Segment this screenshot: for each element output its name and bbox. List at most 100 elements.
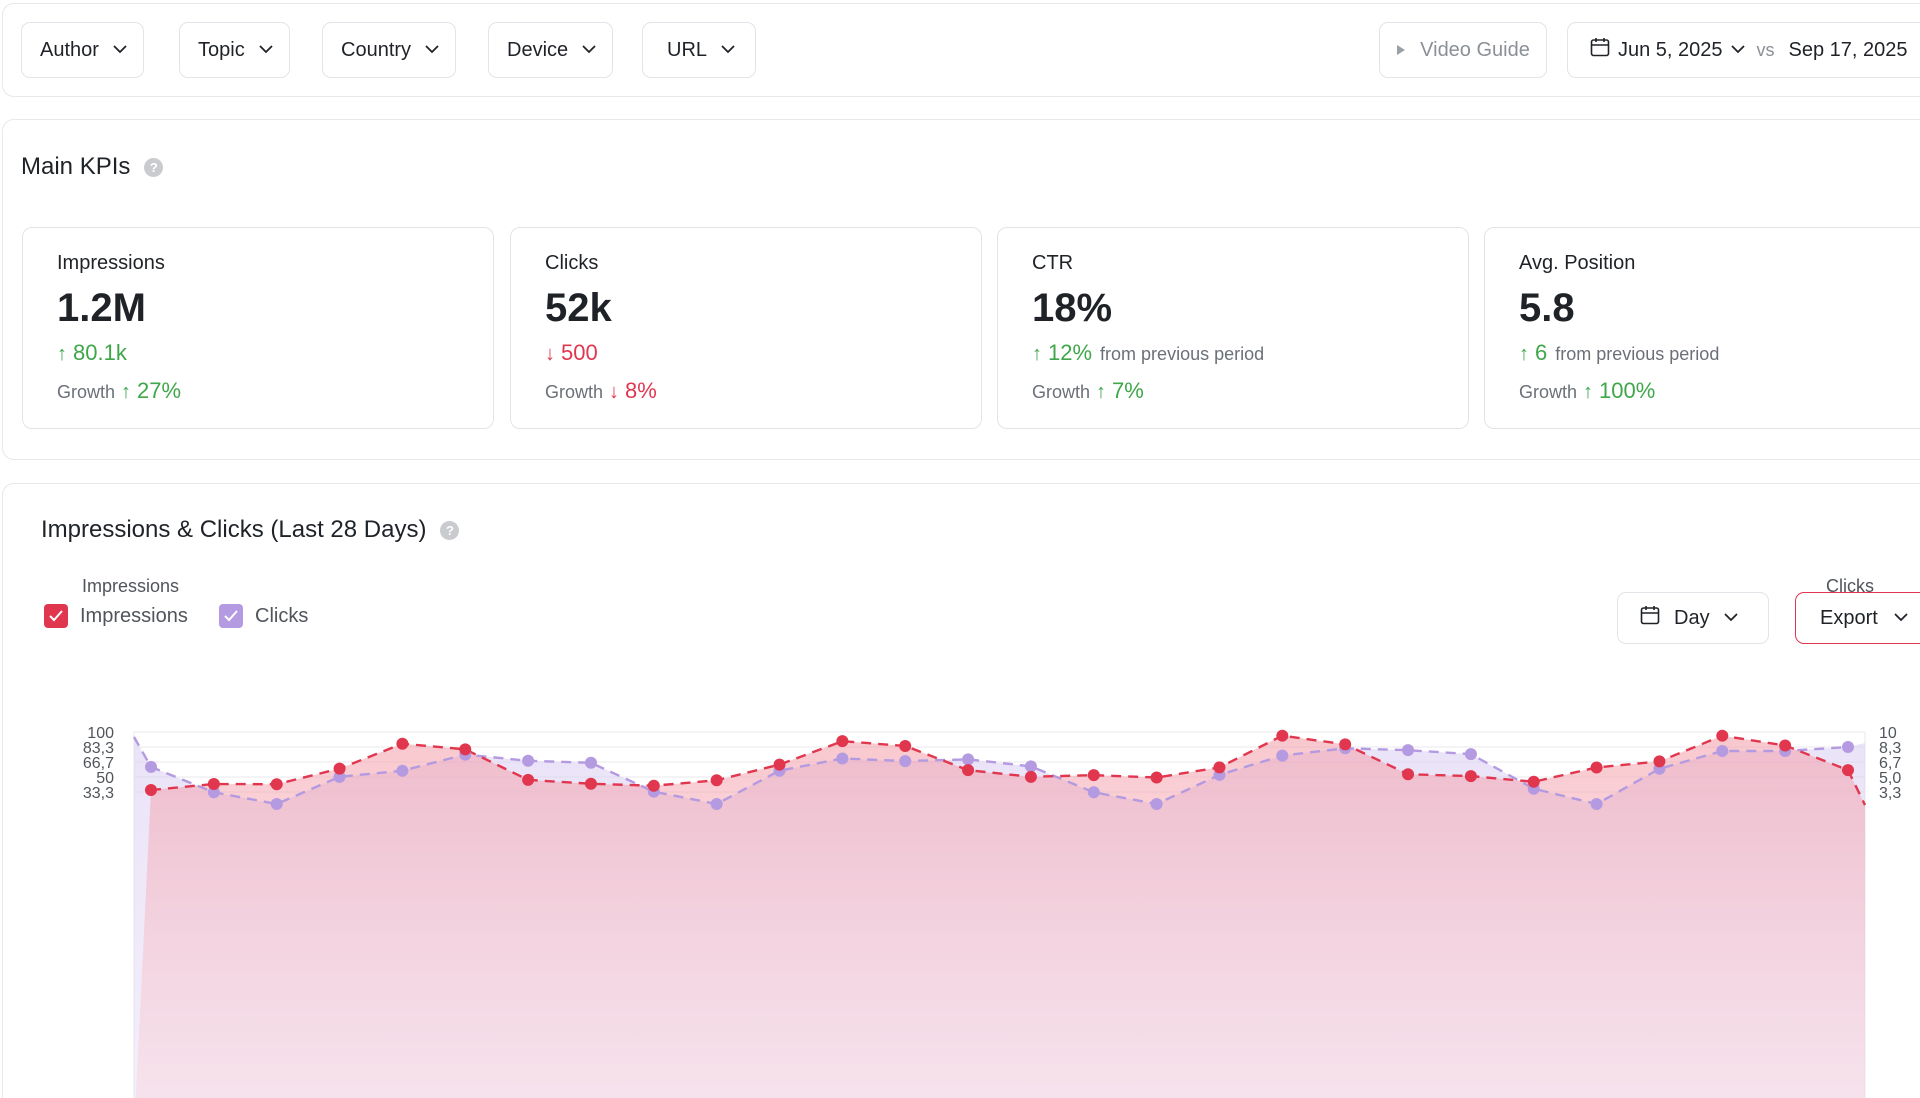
- impressions-point[interactable]: [1024, 770, 1037, 783]
- impressions-point[interactable]: [1087, 769, 1100, 782]
- impressions-point[interactable]: [1464, 770, 1477, 783]
- y-tick-label-left: 50: [96, 770, 114, 787]
- date-range-end: Sep 17, 2025: [1788, 38, 1908, 61]
- impressions-point[interactable]: [145, 784, 157, 797]
- clicks-point[interactable]: [145, 760, 157, 773]
- kpi-value: 52k: [545, 286, 612, 330]
- clicks-point[interactable]: [1590, 798, 1603, 810]
- topic-filter[interactable]: Topic: [179, 22, 290, 78]
- legend-impressions-label: Impressions: [80, 604, 188, 627]
- clicks-point[interactable]: [962, 753, 975, 766]
- checkbox-checked-icon[interactable]: [44, 604, 68, 628]
- main-kpis-panel: Main KPIs ? Impressions 1.2M ↑ 80.1k Gro…: [2, 119, 1920, 460]
- url-filter[interactable]: URL: [642, 22, 757, 78]
- kpi-growth-value: 7%: [1112, 378, 1144, 403]
- impressions-point[interactable]: [1653, 755, 1666, 768]
- impressions-point[interactable]: [1842, 764, 1854, 777]
- impressions-point[interactable]: [1716, 729, 1729, 742]
- kpi-growth-value: 100%: [1599, 378, 1656, 403]
- chevron-down-icon: [259, 44, 273, 56]
- kpi-growth-label: Growth: [57, 382, 116, 402]
- clicks-point[interactable]: [1087, 786, 1100, 799]
- impressions-point[interactable]: [899, 739, 912, 752]
- kpi-card-avg-position: Avg. Position 5.8 ↑ 6 from previous peri…: [1484, 227, 1920, 429]
- chart-title: Impressions & Clicks (Last 28 Days): [41, 516, 427, 543]
- help-icon[interactable]: ?: [144, 157, 164, 177]
- granularity-select[interactable]: Day: [1617, 592, 1769, 644]
- kpi-growth: Growth ↑ 27%: [57, 378, 493, 404]
- country-filter[interactable]: Country: [322, 22, 457, 78]
- chevron-down-icon[interactable]: [1730, 44, 1745, 56]
- y-tick-label-right: 3,3: [1879, 785, 1901, 802]
- clicks-point[interactable]: [396, 764, 409, 777]
- impressions-point[interactable]: [396, 737, 409, 750]
- arrow-up-icon: ↑: [1096, 381, 1107, 403]
- kpi-growth-label: Growth: [545, 382, 604, 402]
- series-areas: [134, 735, 1865, 1098]
- impressions-point[interactable]: [836, 735, 849, 748]
- device-filter[interactable]: Device: [488, 22, 614, 78]
- kpi-card-ctr: CTR 18% ↑ 12% from previous period Growt…: [997, 227, 1469, 429]
- kpi-delta-value: 80.1k: [73, 340, 127, 365]
- impressions-point[interactable]: [773, 758, 786, 771]
- play-icon: [1396, 39, 1406, 62]
- topic-filter-label: Topic: [198, 38, 245, 61]
- checkbox-checked-icon[interactable]: [219, 604, 243, 628]
- impressions-point[interactable]: [1527, 775, 1540, 788]
- arrow-down-icon: ↓: [609, 381, 620, 403]
- clicks-point[interactable]: [1276, 749, 1289, 762]
- impressions-point[interactable]: [1339, 738, 1352, 751]
- clicks-point[interactable]: [899, 755, 912, 768]
- impressions-area: [135, 735, 1865, 1098]
- impressions-point[interactable]: [522, 773, 535, 786]
- kpi-growth-value: 8%: [625, 378, 657, 403]
- kpi-label: CTR: [1032, 252, 1074, 274]
- clicks-point[interactable]: [1842, 741, 1854, 754]
- impressions-point[interactable]: [584, 777, 597, 790]
- impressions-point[interactable]: [333, 762, 346, 775]
- impressions-point[interactable]: [1779, 739, 1792, 752]
- impressions-point[interactable]: [270, 778, 283, 791]
- clicks-point[interactable]: [1716, 744, 1729, 757]
- date-range-picker[interactable]: Jun 5, 2025 vs Sep 17, 2025: [1567, 22, 1920, 78]
- impressions-point[interactable]: [962, 764, 975, 777]
- impressions-point[interactable]: [1402, 768, 1415, 781]
- clicks-point[interactable]: [1402, 744, 1415, 757]
- impressions-point[interactable]: [647, 779, 660, 792]
- y-tick-label-left: 33,3: [83, 785, 114, 802]
- kpi-delta-value: 6: [1535, 340, 1548, 365]
- clicks-point[interactable]: [207, 786, 220, 799]
- legend-clicks[interactable]: Clicks: [219, 604, 308, 628]
- impressions-point[interactable]: [1590, 761, 1603, 774]
- impressions-point[interactable]: [207, 778, 220, 791]
- impressions-point[interactable]: [710, 774, 723, 787]
- arrow-up-icon: ↑: [1583, 381, 1594, 403]
- impressions-point[interactable]: [1150, 771, 1163, 784]
- impressions-point[interactable]: [1276, 729, 1289, 742]
- clicks-point[interactable]: [270, 798, 283, 810]
- clicks-point[interactable]: [836, 752, 849, 765]
- kpi-card-impressions: Impressions 1.2M ↑ 80.1k Growth ↑ 27%: [22, 227, 494, 429]
- impressions-point[interactable]: [1213, 761, 1226, 774]
- clicks-point[interactable]: [1024, 760, 1037, 773]
- author-filter-label: Author: [40, 38, 99, 61]
- y-tick-label-left: 100: [87, 725, 114, 742]
- impressions-clicks-panel: 100 10 83,3 8,3 66,7 6,7 50 5,0 33,3 3,3 Impressi…: [2, 483, 1920, 1098]
- chevron-down-icon: [582, 44, 596, 56]
- impressions-point[interactable]: [459, 743, 472, 756]
- author-filter[interactable]: Author: [21, 22, 144, 78]
- clicks-point[interactable]: [710, 798, 723, 810]
- help-icon[interactable]: ?: [440, 520, 460, 540]
- clicks-point[interactable]: [522, 754, 535, 767]
- clicks-point[interactable]: [1464, 748, 1477, 761]
- kpi-growth: Growth ↑ 100%: [1519, 378, 1920, 404]
- kpi-value: 5.8: [1519, 286, 1575, 330]
- y-tick-label-right: 6,7: [1879, 755, 1901, 772]
- export-button[interactable]: Export: [1795, 592, 1920, 644]
- clicks-point[interactable]: [1150, 798, 1163, 810]
- legend-impressions[interactable]: Impressions: [44, 604, 188, 628]
- axis-ticks: 100 10 83,3 8,3 66,7 6,7 50 5,0 33,3 3,3: [83, 725, 1901, 802]
- video-guide-button[interactable]: Video Guide: [1379, 22, 1547, 78]
- arrow-up-icon: ↑: [121, 381, 132, 403]
- clicks-point[interactable]: [584, 756, 597, 769]
